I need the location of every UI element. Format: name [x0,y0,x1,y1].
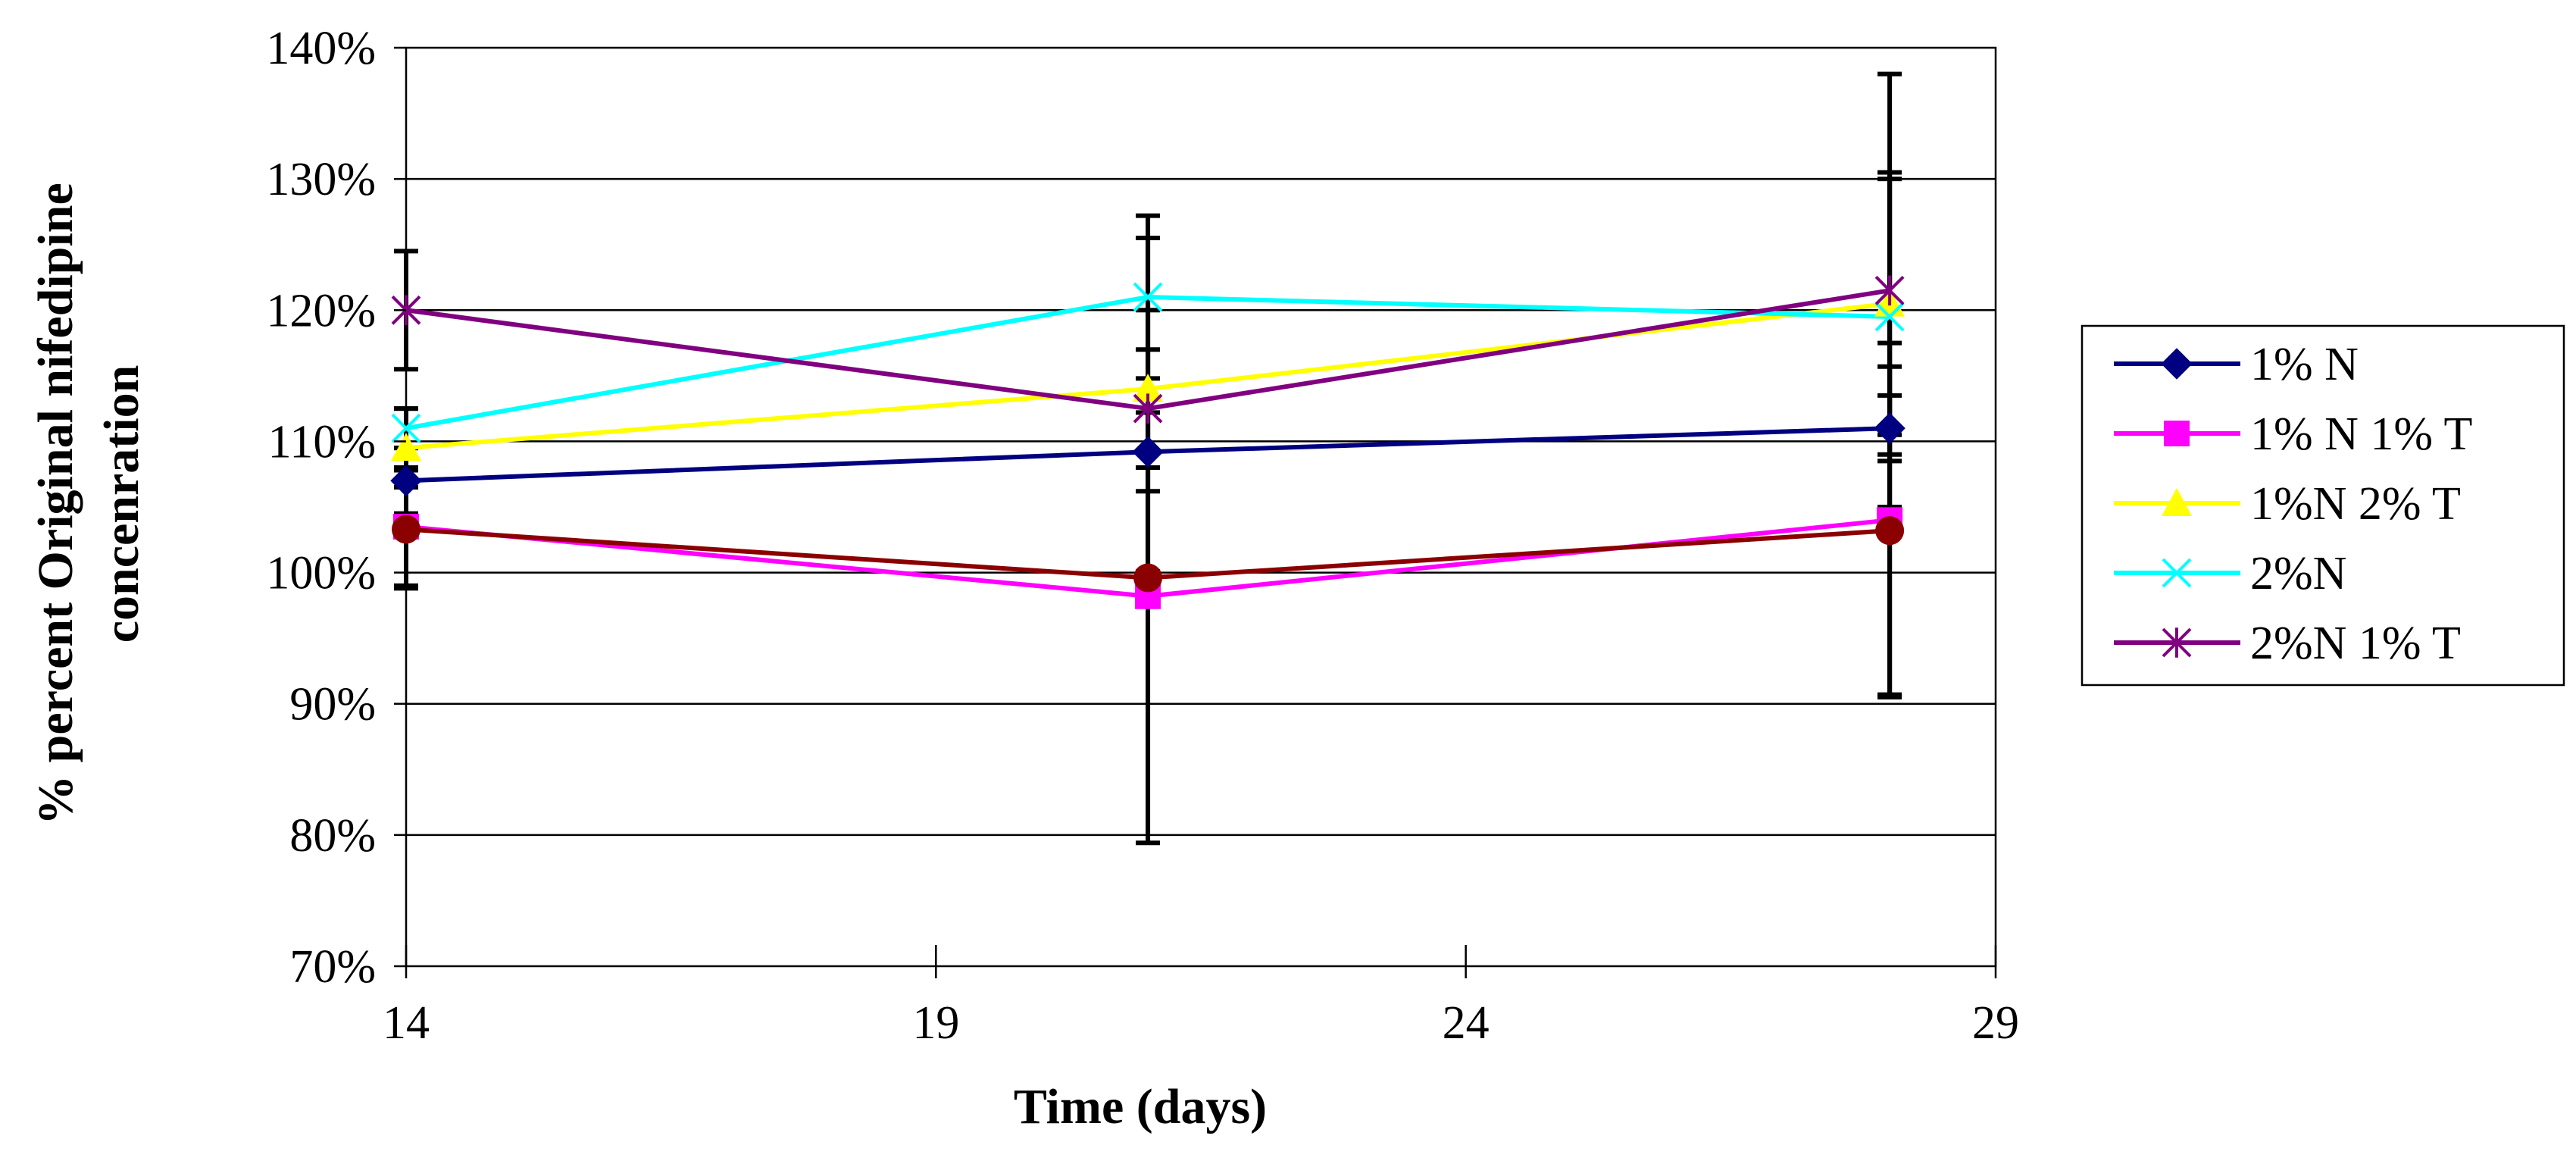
legend-label: 2%N [2250,548,2346,599]
data-point-2-n-1-t [1133,393,1163,424]
y-tick-label: 130% [266,154,376,205]
legend-marker-1-n-2-t [2162,488,2192,516]
data-point-1-n [390,465,422,497]
legend-marker-1-n [2161,348,2193,380]
data-point-2-n [1874,302,1905,332]
legend-marker-1-n-1-t [2164,421,2190,446]
data-point-1-n [1874,412,1905,444]
legend-label: 1% N 1% T [2250,408,2472,460]
data-point-unlabeled [1133,563,1163,593]
plot-frame [405,46,1997,968]
y-tick-label: 100% [266,548,376,599]
x-tick-label: 24 [1443,997,1490,1049]
data-point-unlabeled [1875,516,1905,546]
legend-label: 1%N 2% T [2250,478,2461,530]
marker-layer [390,275,1905,609]
data-point-1-n-2-t [391,433,421,462]
y-tick-label: 140% [266,23,376,74]
data-point-1-n [1132,436,1164,468]
y-tick-label: 90% [289,679,376,731]
data-point-2-n [1133,282,1163,312]
legend: 1% N 1% N 1% T 1%N 2% T 2%N 2%N 1% T [2080,324,2565,687]
y-axis-title-line2: concenration [94,365,149,643]
y-tick-label: 70% [289,941,376,993]
y-tick-label: 80% [289,810,376,862]
legend-marker-2-n [2162,558,2192,588]
legend-label: 1% N [2250,339,2359,390]
tick-layer: 70% 80% 90% 100% 110% 120% 130% 140% 14 19 24 29 [266,23,2019,1049]
x-tick-label: 19 [912,997,959,1049]
data-point-2-n-1-t [1874,275,1905,306]
legend-label: 2%N 1% T [2250,618,2461,669]
x-axis-title: Time (days) [1014,1079,1267,1134]
x-tick-label: 29 [1972,997,2019,1049]
data-point-unlabeled [392,515,420,544]
y-tick-label: 110% [268,416,376,468]
legend-marker-2-n-1-t [2162,627,2192,658]
grid-layer [406,177,1996,837]
y-axis-title-line1: % percent Original nifedipine [28,183,83,825]
data-point-2-n [391,413,421,443]
x-tick-label: 14 [383,997,430,1049]
y-tick-label: 120% [266,285,376,336]
data-point-1-n-2-t [1133,374,1164,402]
